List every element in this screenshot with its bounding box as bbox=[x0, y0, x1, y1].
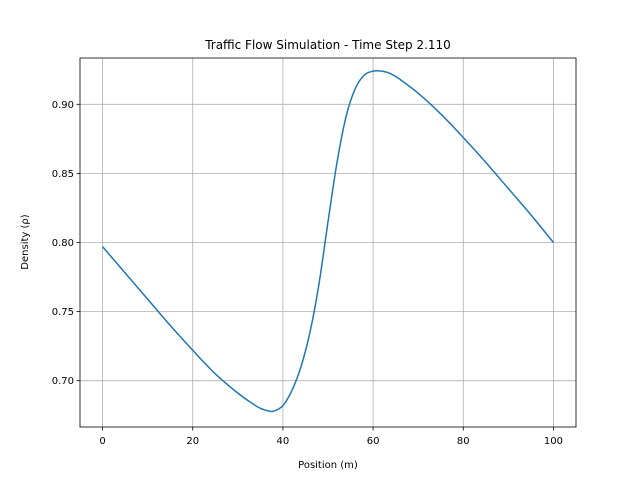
y-tick-label: 0.70 bbox=[52, 376, 74, 387]
grid bbox=[80, 58, 576, 427]
y-tick-label: 0.75 bbox=[52, 307, 74, 318]
density-line bbox=[101, 69, 555, 413]
x-tick-label: 60 bbox=[367, 436, 380, 447]
x-tick-label: 100 bbox=[544, 436, 563, 447]
x-tick-label: 20 bbox=[186, 436, 199, 447]
x-tick-label: 40 bbox=[277, 436, 290, 447]
y-tick-label: 0.80 bbox=[52, 238, 74, 249]
chart-title: Traffic Flow Simulation - Time Step 2.11… bbox=[204, 38, 451, 52]
axis-ticks: 0 20 40 60 80 100 0.70 0.75 0.80 0.85 0.90 bbox=[52, 100, 563, 447]
y-tick-label: 0.90 bbox=[52, 100, 74, 111]
y-tick-label: 0.85 bbox=[52, 169, 74, 180]
x-tick-label: 0 bbox=[99, 436, 105, 447]
plot-data bbox=[101, 69, 555, 413]
y-axis-label: Density (ρ) bbox=[20, 214, 31, 269]
x-tick-label: 80 bbox=[457, 436, 470, 447]
x-axis-label: Position (m) bbox=[298, 460, 358, 471]
